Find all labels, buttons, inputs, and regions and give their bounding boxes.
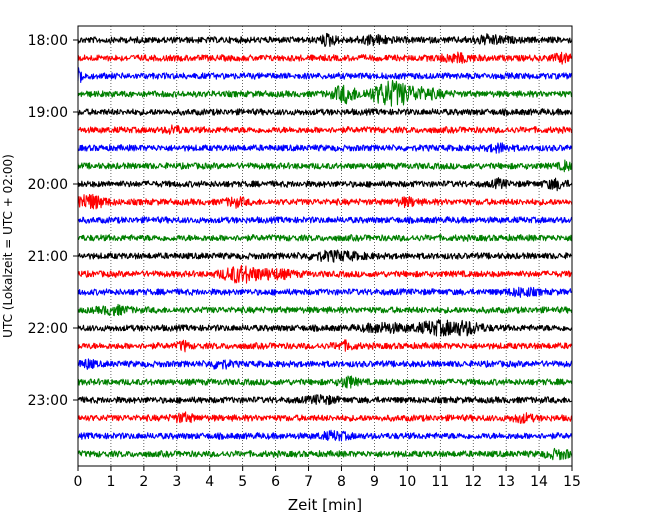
y-tick-label: 19:00 [28, 105, 68, 121]
trace-2300 [77, 394, 573, 406]
trace-2100 [77, 249, 573, 263]
trace-2245 [77, 375, 573, 389]
x-tick-label: 13 [497, 474, 515, 490]
x-tick-label: 9 [370, 474, 379, 490]
trace-2115 [77, 264, 573, 284]
x-tick-label: 14 [530, 474, 548, 490]
plot-frame [77, 25, 573, 467]
y-tick-label: 23:00 [28, 393, 68, 409]
trace-2030 [77, 216, 573, 224]
x-tick-label: 15 [563, 474, 581, 490]
trace-2215 [77, 339, 573, 353]
trace-1830 [77, 67, 573, 84]
trace-2315 [77, 411, 573, 424]
trace-1945 [77, 159, 573, 173]
vertical-gridlines [110, 26, 540, 466]
x-tick-label: 8 [337, 474, 346, 490]
x-tick-label: 12 [464, 474, 482, 490]
x-tick-label: 3 [172, 474, 181, 490]
trace-1915 [77, 124, 573, 135]
y-axis-label: UTC (Lokalzeit = UTC + 02:00) [1, 154, 15, 338]
trace-2145 [77, 303, 573, 317]
y-tick-label: 22:00 [28, 321, 68, 337]
y-tick-label: 20:00 [28, 177, 68, 193]
x-axis-label: Zeit [min] [288, 496, 362, 514]
x-tick-label: 10 [398, 474, 416, 490]
trace-1930 [77, 142, 573, 154]
trace-2130 [77, 286, 573, 298]
x-tick-label: 0 [74, 474, 83, 490]
x-tick-label: 2 [139, 474, 148, 490]
trace-2330 [77, 429, 573, 442]
trace-2015 [77, 193, 573, 210]
trace-2200 [77, 319, 573, 337]
y-tick-label: 18:00 [28, 33, 68, 49]
trace-2345 [77, 447, 573, 461]
x-tick-label: 7 [304, 474, 313, 490]
traces [77, 32, 573, 461]
trace-1845 [77, 79, 573, 107]
x-tick-label: 6 [271, 474, 280, 490]
trace-1800 [77, 32, 573, 48]
trace-1900 [77, 108, 573, 116]
trace-2230 [77, 358, 573, 370]
y-tick-label: 21:00 [28, 249, 68, 265]
y-axis: 18:00 19:00 20:00 21:00 22:00 23:00 [28, 33, 78, 409]
x-tick-label: 1 [106, 474, 115, 490]
x-tick-label: 4 [205, 474, 214, 490]
x-axis: 0 1 2 3 4 5 6 7 8 9 10 11 12 13 14 15 [74, 466, 581, 490]
trace-1815 [77, 51, 573, 65]
trace-2000 [77, 177, 573, 192]
trace-2045 [77, 234, 573, 242]
x-tick-label: 11 [431, 474, 449, 490]
x-tick-label: 5 [238, 474, 247, 490]
